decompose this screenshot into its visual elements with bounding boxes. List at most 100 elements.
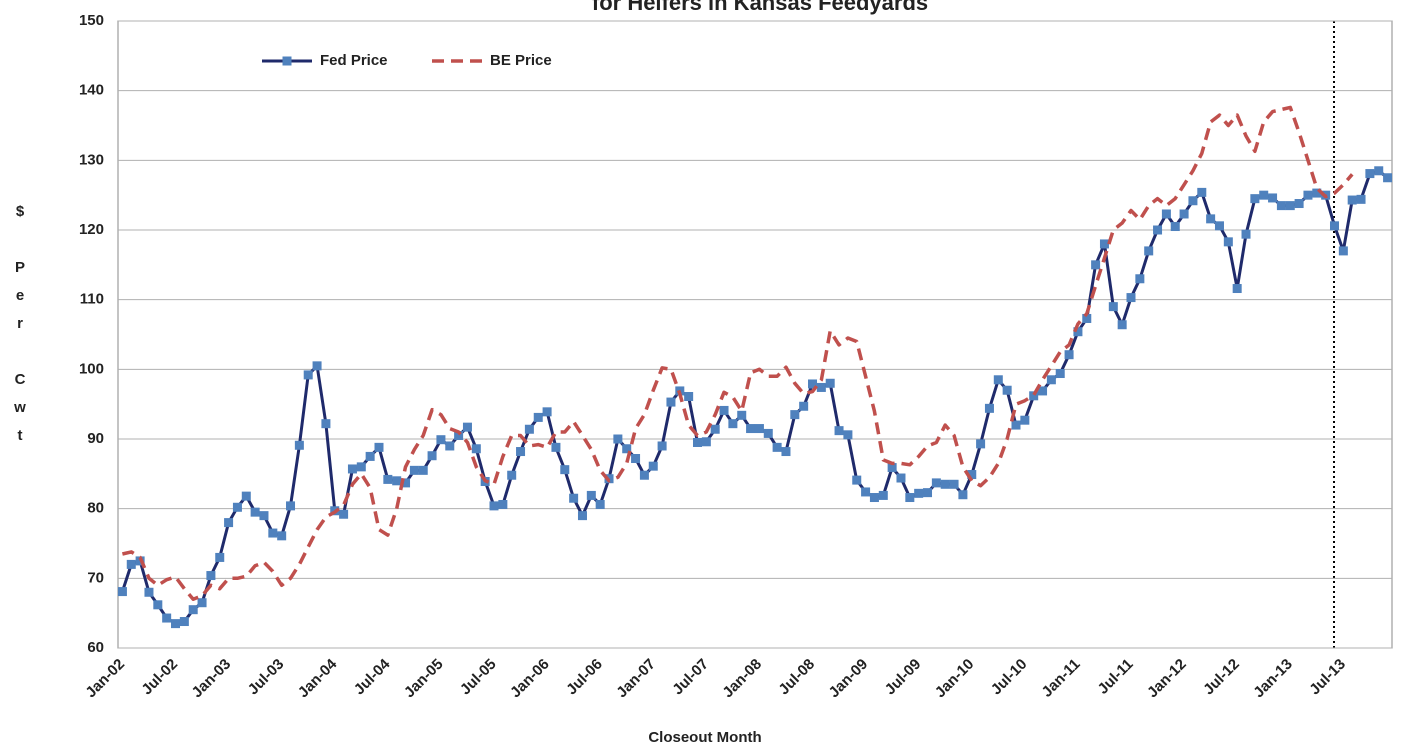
data-point	[1091, 260, 1101, 270]
data-point	[489, 501, 499, 511]
x-tick-label: Jan-06	[507, 656, 553, 702]
data-point	[728, 419, 738, 429]
data-point	[1285, 201, 1295, 211]
data-point	[268, 528, 278, 538]
data-point	[1170, 222, 1180, 232]
x-tick-label: Jul-04	[351, 655, 394, 698]
data-point	[1046, 375, 1056, 385]
data-point	[144, 587, 154, 597]
data-point	[259, 511, 269, 521]
data-point	[1347, 195, 1357, 205]
data-point	[622, 444, 632, 454]
data-point	[1232, 284, 1242, 294]
x-tick-label: Jul-02	[138, 656, 181, 699]
data-point	[1356, 194, 1366, 204]
data-point	[1011, 420, 1021, 430]
x-tick-label: Jan-13	[1250, 656, 1296, 702]
data-point	[639, 470, 649, 480]
data-point	[117, 587, 127, 597]
data-point	[339, 509, 349, 519]
data-point	[887, 463, 897, 473]
data-point	[560, 465, 570, 475]
data-point	[197, 598, 207, 608]
data-point	[312, 361, 322, 371]
chart-title: for Heifers in Kansas Feedyards	[592, 0, 928, 15]
y-tick-label: 70	[87, 569, 104, 586]
data-point	[498, 499, 508, 509]
x-tick-label: Jul-09	[882, 656, 925, 699]
data-point	[834, 426, 844, 436]
x-tick-label: Jan-11	[1039, 656, 1084, 701]
data-point	[976, 439, 986, 449]
data-point	[303, 370, 313, 380]
data-point	[869, 493, 879, 503]
data-point	[595, 499, 605, 509]
x-axis-label: Closeout Month	[648, 729, 761, 746]
data-point	[781, 447, 791, 457]
data-point	[1338, 246, 1348, 256]
x-tick-label: Jul-12	[1200, 656, 1243, 699]
data-point	[383, 474, 393, 484]
grid	[118, 20, 1392, 649]
data-point	[1303, 190, 1313, 200]
data-point	[1038, 386, 1048, 396]
data-point	[1153, 225, 1163, 235]
data-point	[224, 518, 234, 528]
data-point	[914, 488, 924, 498]
data-point	[1020, 415, 1030, 425]
data-point	[1214, 221, 1224, 231]
data-point	[949, 479, 959, 489]
data-point	[1029, 391, 1039, 401]
plot-frame	[117, 20, 1393, 649]
data-point	[241, 491, 251, 501]
data-point	[861, 487, 871, 497]
data-point	[852, 475, 862, 485]
data-point	[905, 493, 915, 503]
data-point	[418, 465, 428, 475]
x-tick-label: Jul-08	[775, 656, 818, 699]
data-point	[1294, 199, 1304, 209]
x-tick-label: Jan-09	[826, 656, 872, 702]
legend-label: BE Price	[490, 52, 552, 69]
data-point	[1374, 166, 1384, 176]
x-tick-label: Jan-10	[932, 656, 978, 702]
data-point	[931, 478, 941, 488]
series-line	[120, 169, 1389, 626]
data-point	[648, 461, 658, 471]
data-point	[347, 464, 357, 474]
data-point	[1268, 193, 1278, 203]
data-point	[1161, 209, 1171, 219]
data-point	[1108, 302, 1118, 312]
data-point	[631, 454, 641, 464]
data-point	[993, 375, 1003, 385]
data-point	[409, 465, 419, 475]
data-point	[232, 502, 242, 512]
data-point	[746, 424, 756, 434]
data-point	[1055, 369, 1065, 379]
data-point	[471, 444, 481, 454]
y-tick-label: 110	[80, 291, 104, 308]
data-point	[763, 428, 773, 438]
data-point	[808, 379, 818, 389]
data-point	[445, 441, 455, 451]
x-tick-label: Jul-07	[669, 656, 712, 699]
data-point	[772, 442, 782, 452]
data-point	[692, 437, 702, 447]
data-point	[666, 397, 676, 407]
data-point	[577, 511, 587, 521]
data-point	[684, 392, 694, 402]
x-tick-label: Jul-13	[1306, 656, 1349, 699]
x-tick-label: Jan-02	[82, 656, 128, 702]
x-tick-label: Jan-07	[613, 656, 659, 702]
legend-label: Fed Price	[320, 52, 388, 69]
data-point	[1223, 237, 1233, 247]
data-point	[1144, 246, 1154, 256]
data-point	[878, 490, 888, 500]
data-point	[790, 410, 800, 420]
data-point	[958, 490, 968, 500]
data-point	[710, 424, 720, 434]
data-point	[1073, 327, 1083, 337]
data-point	[940, 479, 950, 489]
data-point	[171, 619, 181, 629]
data-point	[1179, 209, 1189, 219]
